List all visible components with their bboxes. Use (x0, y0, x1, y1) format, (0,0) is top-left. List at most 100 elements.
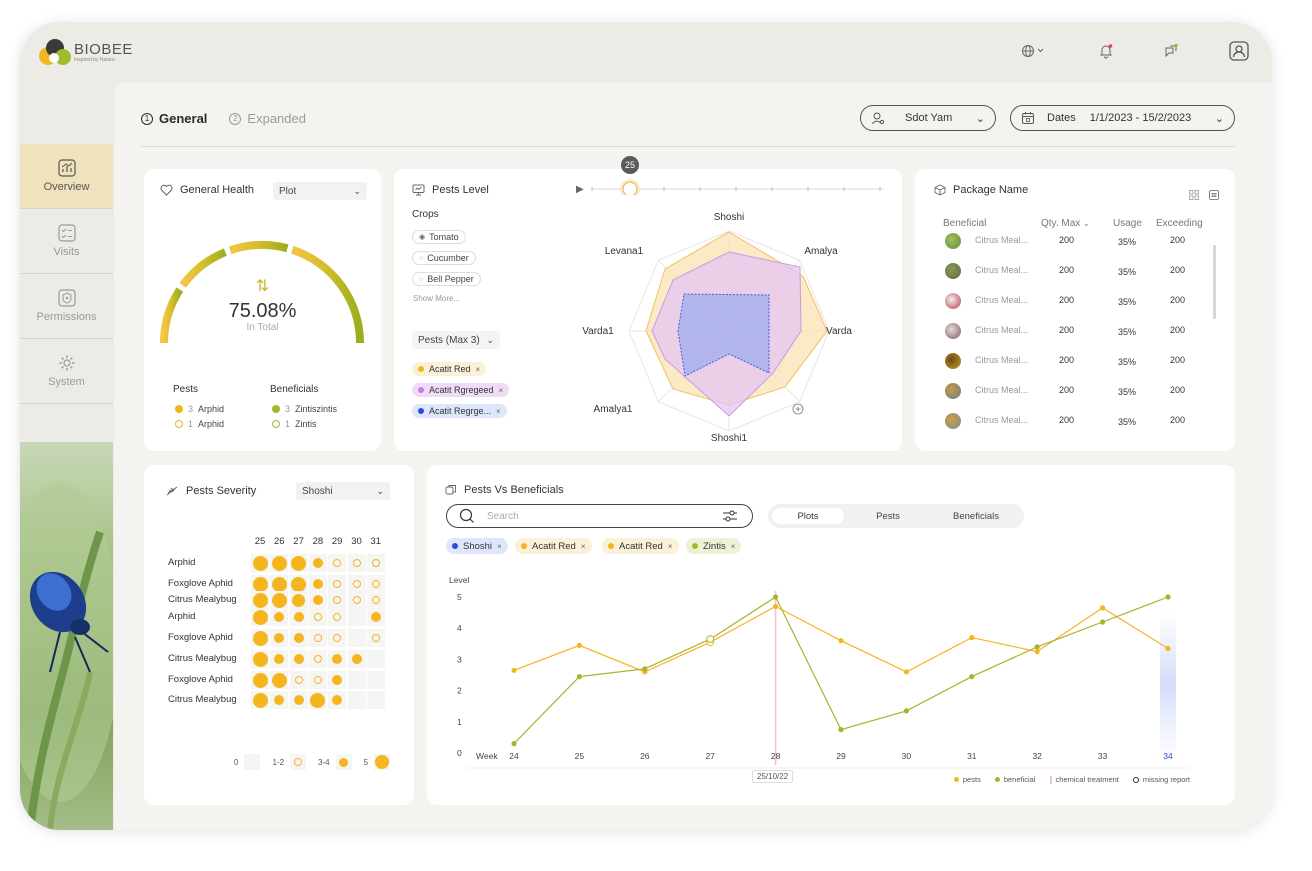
close-icon[interactable]: × (580, 541, 586, 551)
brand-logo[interactable]: BIOBEE Inspired by Nature (38, 38, 133, 68)
severity-cell[interactable] (366, 608, 385, 626)
severity-cell[interactable] (270, 554, 289, 572)
scrollbar-thumb[interactable] (1213, 245, 1216, 319)
severity-cell[interactable] (308, 650, 327, 668)
severity-cell[interactable] (251, 650, 269, 668)
severity-cell[interactable] (328, 650, 347, 668)
crop-option-cucumber[interactable]: ○ Cucumber (412, 251, 476, 265)
data-point-pests[interactable] (1100, 605, 1106, 611)
close-icon[interactable]: × (730, 541, 736, 551)
severity-cell[interactable] (289, 629, 308, 647)
severity-cell[interactable] (270, 629, 289, 647)
package-row[interactable]: Citrus Meal... 200 35% 200 (943, 410, 1203, 432)
filter-chip[interactable]: Acatit Red × (515, 538, 592, 554)
severity-cell[interactable] (251, 671, 269, 689)
data-point-pests[interactable] (969, 635, 975, 641)
severity-cell[interactable] (270, 650, 289, 668)
severity-cell[interactable] (308, 608, 327, 626)
severity-cell[interactable] (347, 671, 366, 689)
column-header-sortable[interactable]: Qty. Max ⌄ (1041, 218, 1090, 229)
severity-location-select[interactable]: Shoshi ⌄ (296, 482, 390, 500)
filter-sliders-icon[interactable] (722, 508, 738, 524)
close-icon[interactable]: × (498, 385, 504, 395)
severity-cell[interactable] (328, 591, 347, 609)
severity-cell[interactable] (251, 591, 269, 609)
data-point-pests[interactable] (1165, 645, 1171, 652)
severity-cell[interactable] (366, 629, 385, 647)
severity-cell[interactable] (366, 591, 385, 609)
package-row[interactable]: Citrus Meal... 200 35% 200 (943, 320, 1203, 342)
list-view-icon[interactable] (1209, 187, 1219, 205)
data-point-beneficial[interactable] (838, 727, 844, 733)
filter-chip[interactable]: Shoshi × (446, 538, 508, 554)
pest-tag[interactable]: Acatit Rgregeed × (412, 383, 510, 397)
package-row[interactable]: Citrus Meal... 200 35% 200 (943, 380, 1203, 402)
data-point-beneficial[interactable] (511, 741, 517, 747)
segment-pests[interactable]: Pests (876, 510, 900, 522)
severity-cell[interactable] (251, 608, 269, 626)
data-point-pests[interactable] (576, 642, 582, 648)
sidebar-item-visits[interactable]: Visits (20, 209, 113, 274)
data-point-beneficial[interactable] (1034, 644, 1040, 650)
crop-option-tomato[interactable]: ◉ Tomato (412, 230, 466, 244)
severity-cell[interactable] (308, 671, 327, 689)
severity-cell[interactable] (289, 575, 308, 593)
data-point-pests[interactable] (838, 638, 844, 644)
severity-cell[interactable] (366, 575, 385, 593)
notifications-button[interactable] (1095, 40, 1117, 62)
severity-cell[interactable] (366, 691, 385, 709)
language-selector[interactable] (1019, 40, 1053, 62)
filter-chip[interactable]: Zintis × (686, 538, 742, 554)
week-slider[interactable] (590, 155, 890, 195)
severity-cell[interactable] (328, 575, 347, 593)
messages-button[interactable] (1160, 40, 1182, 62)
add-axis-icon[interactable] (792, 403, 804, 415)
severity-cell[interactable] (270, 575, 289, 593)
severity-cell[interactable] (328, 629, 347, 647)
filter-chip[interactable]: Acatit Red × (602, 538, 679, 554)
severity-cell[interactable] (328, 691, 347, 709)
data-point-beneficial[interactable] (642, 666, 648, 672)
severity-cell[interactable] (270, 691, 289, 709)
severity-cell[interactable] (347, 608, 366, 626)
segment-beneficials[interactable]: Beneficials (953, 510, 999, 522)
severity-cell[interactable] (347, 575, 366, 593)
pest-tag[interactable]: Acatit Red × (412, 362, 487, 376)
severity-cell[interactable] (347, 554, 366, 572)
data-point-beneficial[interactable] (576, 674, 582, 680)
severity-cell[interactable] (251, 629, 269, 647)
profile-button[interactable] (1228, 40, 1250, 62)
sidebar-item-system[interactable]: System (20, 339, 113, 404)
close-icon[interactable]: × (496, 406, 501, 416)
package-row[interactable]: Citrus Meal... 200 35% 200 (943, 290, 1203, 312)
package-row[interactable]: Citrus Meal... 200 35% 200 (943, 260, 1203, 282)
severity-cell[interactable] (251, 575, 269, 593)
severity-cell[interactable] (366, 650, 385, 668)
data-point-beneficial[interactable] (1165, 594, 1171, 600)
grid-view-icon[interactable] (1189, 187, 1199, 205)
severity-cell[interactable] (289, 554, 308, 572)
severity-cell[interactable] (366, 671, 385, 689)
date-range-selector[interactable]: Dates 1/1/2023 - 15/2/2023 ⌄ (1010, 105, 1235, 131)
data-point-pests[interactable] (903, 669, 909, 675)
sidebar-item-overview[interactable]: Overview (20, 144, 113, 209)
severity-cell[interactable] (270, 591, 289, 609)
data-point-pests[interactable] (511, 667, 517, 673)
severity-cell[interactable] (347, 691, 366, 709)
severity-cell[interactable] (251, 554, 269, 572)
severity-cell[interactable] (289, 591, 308, 609)
severity-cell[interactable] (289, 650, 308, 668)
data-point-beneficial[interactable] (773, 594, 779, 600)
tab-expanded[interactable]: 2 Expanded (229, 111, 306, 126)
segment-plots[interactable]: Plots (772, 508, 844, 524)
severity-cell[interactable] (289, 691, 308, 709)
data-point-beneficial[interactable] (903, 708, 909, 714)
data-point-pests[interactable] (773, 603, 779, 609)
health-plot-select[interactable]: Plot ⌄ (273, 182, 367, 200)
severity-cell[interactable] (308, 554, 327, 572)
sidebar-item-permissions[interactable]: Permissions (20, 274, 113, 339)
close-icon[interactable]: × (667, 541, 673, 551)
pests-max-select[interactable]: Pests (Max 3) ⌄ (412, 331, 500, 349)
show-more-link[interactable]: Show More... (413, 294, 461, 303)
package-row[interactable]: Citrus Meal... 200 35% 200 (943, 350, 1203, 372)
